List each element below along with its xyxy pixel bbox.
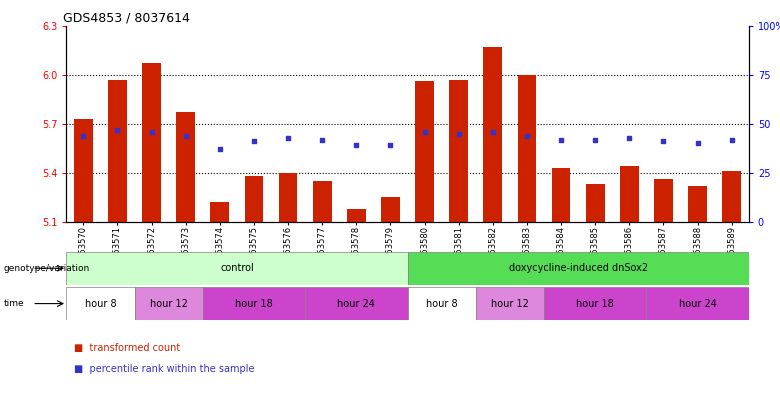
- Text: hour 8: hour 8: [426, 299, 458, 309]
- Bar: [245, 176, 264, 222]
- Text: hour 18: hour 18: [235, 299, 273, 309]
- Point: [487, 129, 499, 135]
- Bar: [544, 287, 647, 320]
- Bar: [449, 80, 468, 222]
- Text: time: time: [4, 299, 24, 308]
- Text: hour 12: hour 12: [150, 299, 188, 309]
- Bar: [176, 112, 195, 222]
- Point: [418, 129, 431, 135]
- Point: [452, 130, 465, 137]
- Point: [350, 142, 363, 149]
- Point: [112, 127, 124, 133]
- Bar: [654, 180, 673, 222]
- Point: [658, 138, 670, 145]
- Point: [282, 134, 294, 141]
- Bar: [347, 209, 366, 222]
- Bar: [108, 80, 127, 222]
- Bar: [415, 81, 434, 222]
- Bar: [688, 186, 707, 222]
- Bar: [66, 252, 407, 285]
- Point: [145, 129, 158, 135]
- Text: control: control: [220, 263, 254, 273]
- Bar: [142, 63, 161, 222]
- Bar: [647, 287, 749, 320]
- Point: [725, 136, 738, 143]
- Bar: [381, 197, 400, 222]
- Bar: [313, 181, 332, 222]
- Bar: [476, 287, 544, 320]
- Text: genotype/variation: genotype/variation: [4, 264, 90, 273]
- Text: hour 24: hour 24: [679, 299, 717, 309]
- Text: doxycycline-induced dnSox2: doxycycline-induced dnSox2: [509, 263, 647, 273]
- Point: [316, 136, 328, 143]
- Bar: [620, 166, 639, 222]
- Text: ■  percentile rank within the sample: ■ percentile rank within the sample: [74, 364, 254, 375]
- Bar: [551, 168, 570, 222]
- Point: [691, 140, 704, 147]
- Bar: [586, 184, 604, 222]
- Text: hour 8: hour 8: [84, 299, 116, 309]
- Bar: [722, 171, 741, 222]
- Bar: [74, 119, 93, 222]
- Bar: [211, 202, 229, 222]
- Bar: [135, 287, 203, 320]
- Point: [248, 138, 261, 145]
- Point: [214, 146, 226, 152]
- Text: hour 18: hour 18: [576, 299, 614, 309]
- Point: [179, 132, 192, 139]
- Point: [555, 136, 567, 143]
- Bar: [407, 252, 749, 285]
- Bar: [203, 287, 305, 320]
- Bar: [484, 47, 502, 222]
- Bar: [305, 287, 407, 320]
- Bar: [407, 287, 476, 320]
- Bar: [278, 173, 297, 222]
- Point: [385, 142, 397, 149]
- Text: hour 24: hour 24: [338, 299, 375, 309]
- Bar: [66, 287, 135, 320]
- Point: [521, 132, 534, 139]
- Text: hour 12: hour 12: [491, 299, 529, 309]
- Point: [77, 132, 90, 139]
- Text: ■  transformed count: ■ transformed count: [74, 343, 180, 353]
- Text: GDS4853 / 8037614: GDS4853 / 8037614: [63, 11, 190, 24]
- Point: [589, 136, 601, 143]
- Bar: [518, 75, 537, 222]
- Point: [623, 134, 636, 141]
